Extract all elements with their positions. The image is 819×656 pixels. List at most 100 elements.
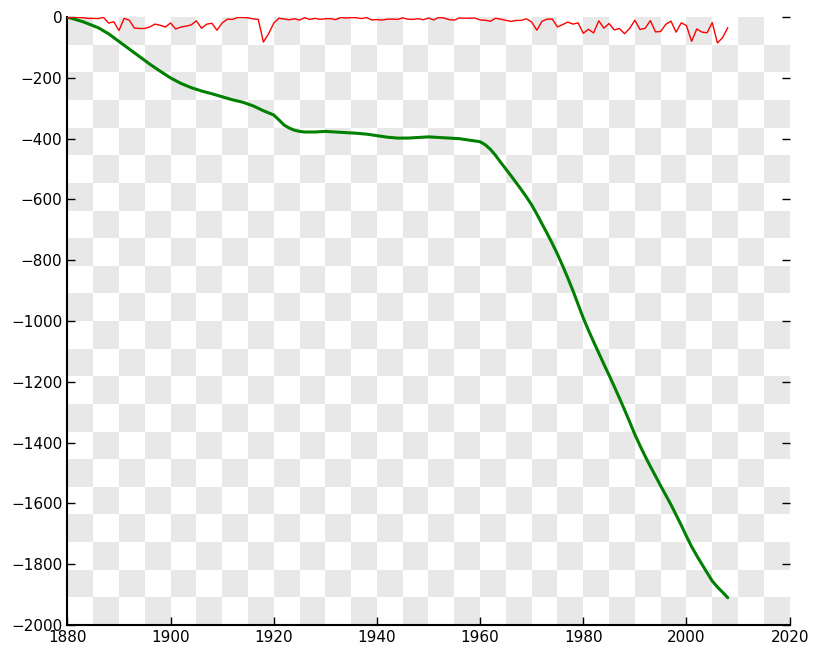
Bar: [454, 404, 479, 432]
Bar: [145, 432, 170, 459]
Bar: [196, 128, 222, 155]
Bar: [634, 100, 660, 128]
Bar: [789, 17, 814, 45]
Bar: [402, 321, 428, 349]
Bar: [274, 321, 299, 349]
Bar: [763, 293, 789, 321]
Bar: [557, 598, 582, 625]
Bar: [789, 0, 814, 17]
Bar: [299, 183, 325, 211]
Bar: [170, 377, 196, 404]
Bar: [119, 459, 145, 487]
Bar: [377, 72, 402, 100]
Bar: [789, 155, 814, 183]
Bar: [196, 17, 222, 45]
Bar: [531, 432, 557, 459]
Bar: [609, 211, 634, 238]
Bar: [505, 542, 531, 570]
Bar: [428, 349, 454, 377]
Bar: [325, 514, 351, 542]
Bar: [505, 211, 531, 238]
Bar: [325, 349, 351, 377]
Bar: [660, 0, 686, 17]
Bar: [377, 321, 402, 349]
Bar: [582, 238, 609, 266]
Bar: [402, 17, 428, 45]
Bar: [93, 514, 119, 542]
Bar: [170, 0, 196, 17]
Bar: [222, 293, 247, 321]
Bar: [505, 404, 531, 432]
Bar: [609, 487, 634, 514]
Bar: [582, 183, 609, 211]
Bar: [222, 183, 247, 211]
Bar: [712, 100, 737, 128]
Bar: [763, 45, 789, 72]
Bar: [170, 155, 196, 183]
Bar: [93, 0, 119, 17]
Bar: [531, 293, 557, 321]
Bar: [634, 72, 660, 100]
Bar: [119, 349, 145, 377]
Bar: [325, 404, 351, 432]
Bar: [609, 238, 634, 266]
Bar: [505, 155, 531, 183]
Bar: [505, 293, 531, 321]
Bar: [763, 570, 789, 598]
Bar: [609, 128, 634, 155]
Bar: [402, 349, 428, 377]
Bar: [196, 45, 222, 72]
Bar: [93, 598, 119, 625]
Bar: [274, 570, 299, 598]
Bar: [351, 45, 377, 72]
Bar: [428, 293, 454, 321]
Bar: [634, 0, 660, 17]
Bar: [274, 377, 299, 404]
Bar: [454, 183, 479, 211]
Bar: [428, 321, 454, 349]
Bar: [686, 293, 712, 321]
Bar: [634, 570, 660, 598]
Bar: [67, 459, 93, 487]
Bar: [145, 570, 170, 598]
Bar: [93, 155, 119, 183]
Bar: [351, 487, 377, 514]
Bar: [247, 542, 274, 570]
Bar: [274, 17, 299, 45]
Bar: [93, 570, 119, 598]
Bar: [119, 183, 145, 211]
Bar: [428, 45, 454, 72]
Bar: [454, 155, 479, 183]
Bar: [325, 377, 351, 404]
Bar: [686, 266, 712, 293]
Bar: [505, 183, 531, 211]
Bar: [712, 432, 737, 459]
Bar: [479, 238, 505, 266]
Bar: [299, 266, 325, 293]
Bar: [789, 598, 814, 625]
Bar: [196, 100, 222, 128]
Bar: [582, 211, 609, 238]
Bar: [428, 598, 454, 625]
Bar: [763, 183, 789, 211]
Bar: [582, 514, 609, 542]
Bar: [531, 542, 557, 570]
Bar: [789, 128, 814, 155]
Bar: [763, 432, 789, 459]
Bar: [557, 155, 582, 183]
Bar: [196, 487, 222, 514]
Bar: [737, 155, 763, 183]
Bar: [660, 487, 686, 514]
Bar: [325, 183, 351, 211]
Bar: [222, 542, 247, 570]
Bar: [325, 487, 351, 514]
Bar: [377, 45, 402, 72]
Bar: [428, 432, 454, 459]
Bar: [145, 349, 170, 377]
Bar: [222, 266, 247, 293]
Bar: [531, 72, 557, 100]
Bar: [557, 266, 582, 293]
Bar: [531, 128, 557, 155]
Bar: [789, 293, 814, 321]
Bar: [222, 514, 247, 542]
